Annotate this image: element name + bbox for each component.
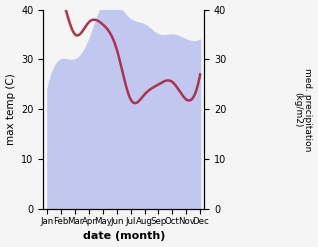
X-axis label: date (month): date (month) — [83, 231, 165, 242]
Y-axis label: max temp (C): max temp (C) — [5, 74, 16, 145]
Y-axis label: med. precipitation
(kg/m2): med. precipitation (kg/m2) — [293, 68, 313, 151]
